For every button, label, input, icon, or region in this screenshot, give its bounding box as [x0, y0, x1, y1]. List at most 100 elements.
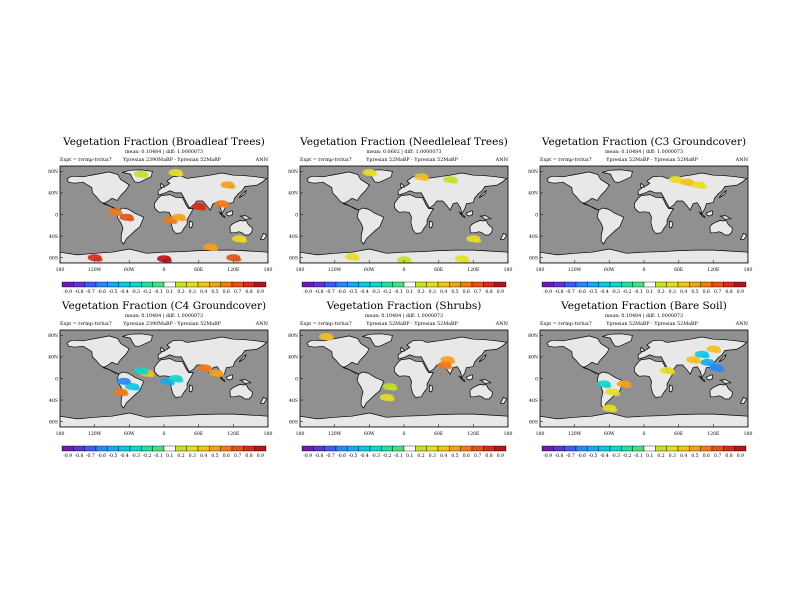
- colorbar-label: -0.4: [360, 289, 369, 295]
- x-tick-label: 120E: [227, 431, 239, 437]
- x-tick-label: 180: [56, 267, 65, 273]
- colorbar-label: 0.7: [714, 453, 721, 459]
- y-tick-label: 0: [55, 212, 58, 218]
- data-patch: [227, 184, 236, 190]
- colorbar-label: -0.7: [566, 453, 575, 459]
- x-tick-label: 120W: [88, 267, 102, 273]
- landmass: [478, 353, 487, 363]
- colorbar-label: 0.6: [463, 289, 470, 295]
- colorbar-label: -0.9: [63, 289, 72, 295]
- colorbar-label: 0.4: [200, 289, 207, 295]
- colorbar-label: -0.8: [555, 289, 564, 295]
- colorbar-label: 0.3: [429, 453, 436, 459]
- colorbar-label: 0.6: [703, 289, 710, 295]
- landmass: [238, 189, 247, 199]
- data-patch: [221, 203, 230, 208]
- colorbar-label: 0.4: [440, 453, 447, 459]
- colorbar-label: 0.6: [703, 453, 710, 459]
- colorbar-label: 0.8: [485, 453, 492, 459]
- data-patch: [126, 216, 135, 222]
- colorbar-swatch: [369, 445, 382, 452]
- y-tick-label: 40N: [288, 355, 298, 361]
- landmass: [393, 194, 435, 234]
- landmass: [640, 346, 646, 352]
- chart-title: Vegetation Fraction (Bare Soil): [560, 300, 727, 312]
- colorbar-label: 0.3: [189, 453, 196, 459]
- data-patch: [386, 397, 395, 402]
- colorbar-label: -0.6: [97, 289, 106, 295]
- x-tick-label: 180: [296, 267, 305, 273]
- landmass: [397, 172, 508, 215]
- landmass: [429, 220, 434, 229]
- y-tick-label: 80N: [288, 169, 298, 175]
- data-patch: [369, 172, 378, 177]
- colorbar-swatch: [460, 281, 473, 288]
- colorbar-swatch: [95, 281, 108, 288]
- colorbar-label: 0.6: [223, 289, 230, 295]
- colorbar-swatch: [254, 445, 267, 452]
- colorbar-label: -0.3: [371, 289, 380, 295]
- x-tick-label: 180: [56, 431, 65, 437]
- landmass: [225, 374, 234, 381]
- landmass: [602, 169, 633, 183]
- x-tick-label: 120W: [568, 431, 582, 437]
- landmass: [229, 220, 253, 236]
- landmass: [718, 189, 727, 199]
- landmass: [465, 210, 474, 217]
- colorbar-swatch: [243, 281, 255, 288]
- colorbar-swatch: [734, 281, 747, 288]
- data-patch: [389, 386, 398, 391]
- chart-panel: Vegetation Fraction (Needleleaf Trees)me…: [288, 136, 512, 295]
- colorbar-label: 0.9: [737, 453, 744, 459]
- data-patch: [216, 372, 224, 378]
- x-tick-label: 60W: [364, 431, 375, 437]
- colorbar-swatch: [723, 445, 735, 452]
- x-tick-label: 180: [504, 267, 513, 273]
- colorbar-swatch: [437, 445, 450, 452]
- data-patch: [94, 257, 103, 262]
- colorbar-label: -0.2: [143, 453, 152, 459]
- colorbar-label: -0.6: [337, 453, 346, 459]
- colorbar-swatch: [632, 281, 645, 288]
- data-patch: [713, 348, 722, 354]
- colorbar-label: -0.9: [303, 289, 312, 295]
- y-tick-label: 40N: [528, 355, 538, 361]
- colorbar-swatch: [494, 445, 507, 452]
- landmass: [478, 189, 487, 199]
- map-layer: [60, 168, 268, 263]
- colorbar-label: 0.5: [691, 289, 698, 295]
- data-patch: [175, 378, 184, 383]
- colorbar-swatch: [73, 445, 85, 452]
- colorbar-label: -0.8: [555, 453, 564, 459]
- colorbar-label: 0.2: [417, 289, 424, 295]
- x-tick-label: 180: [744, 431, 753, 437]
- landmass: [306, 335, 370, 375]
- colorbar-swatch: [609, 281, 622, 288]
- data-patch: [450, 179, 459, 184]
- colorbar-swatch: [152, 445, 165, 452]
- colorbar-swatch: [426, 281, 439, 288]
- x-tick-label: 60E: [674, 431, 683, 437]
- x-tick-label: 120E: [467, 267, 479, 273]
- chart-panel: Vegetation Fraction (Bare Soil)mean: 0.1…: [528, 300, 752, 459]
- x-tick-label: 0: [163, 431, 166, 437]
- colorbar-label: -0.5: [589, 289, 598, 295]
- colorbar-label: 0.5: [451, 453, 458, 459]
- x-tick-label: 180: [264, 431, 273, 437]
- y-tick-label: 40N: [528, 191, 538, 197]
- x-tick-label: 120W: [568, 267, 582, 273]
- y-tick-label: 80S: [49, 255, 58, 261]
- landmass: [596, 207, 625, 245]
- landmass: [633, 194, 675, 234]
- colorbar-label: -0.1: [394, 453, 403, 459]
- colorbar-swatch: [381, 281, 393, 288]
- landmass: [546, 171, 610, 211]
- colorbar-swatch: [471, 445, 484, 452]
- landmass: [705, 374, 714, 381]
- colorbar-label: -0.6: [577, 453, 586, 459]
- data-patch: [239, 238, 248, 243]
- colorbar-label: -0.7: [86, 453, 95, 459]
- chart-stats: mean: 0.10484 | diff: 1.0000073: [125, 313, 203, 319]
- versions-label: Ypresian 52MaBP - Ypresian 52MaBP: [605, 321, 698, 327]
- map-layer: [540, 333, 748, 427]
